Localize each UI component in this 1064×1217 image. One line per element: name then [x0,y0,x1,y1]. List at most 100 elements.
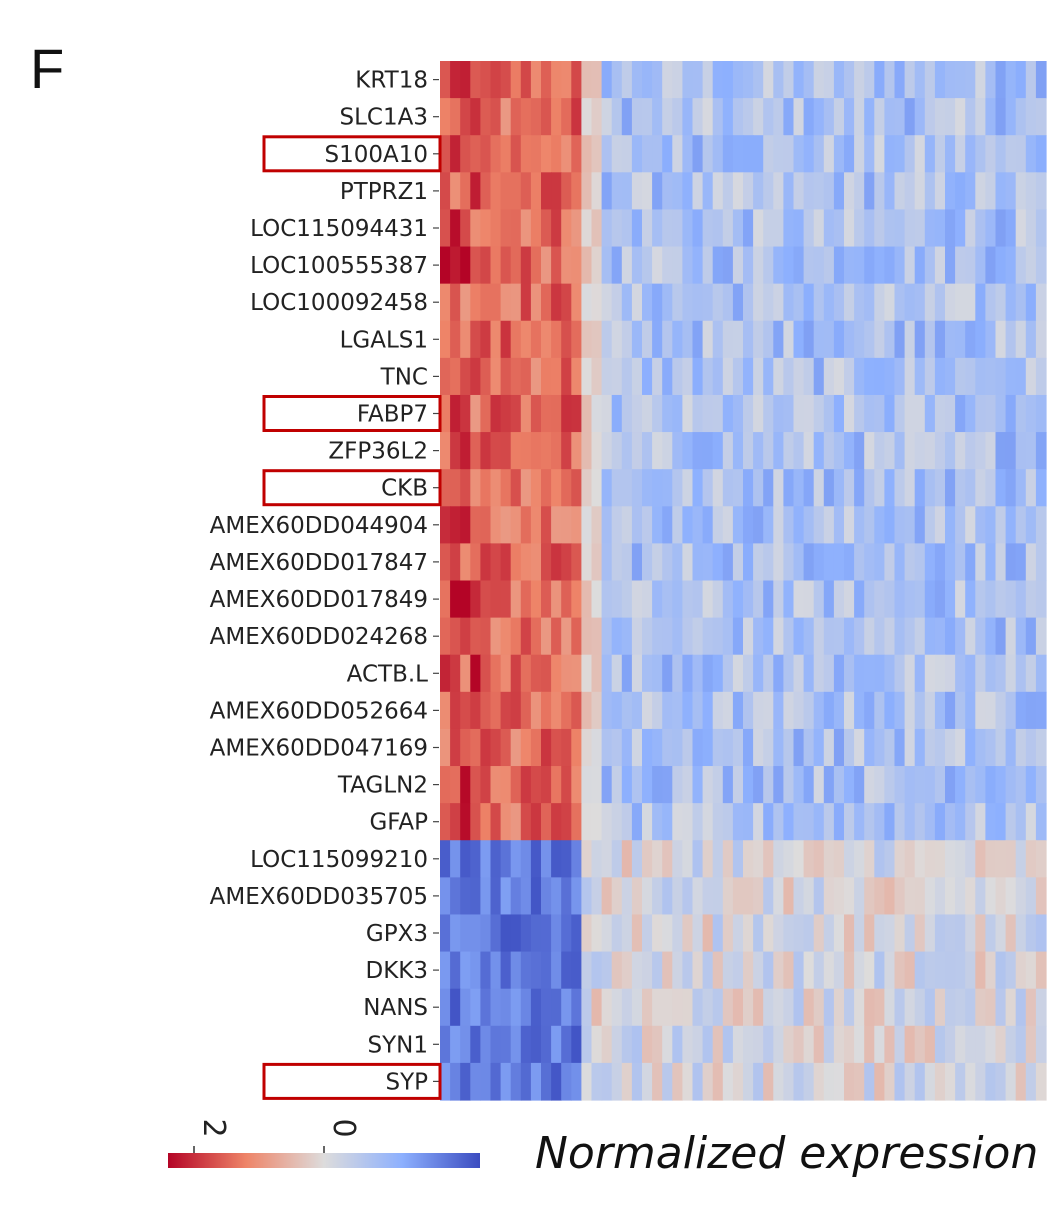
heatmap-cell [530,877,542,916]
heatmap-cell [551,209,562,248]
heatmap-cell [743,246,754,285]
heatmap-cell [803,840,815,878]
heatmap-cell [914,766,926,804]
row-label-dkk3: DKK3 [365,958,428,984]
heatmap-cell [874,543,885,582]
heatmap-cell [682,394,694,433]
heatmap-cell [551,840,562,878]
heatmap-cell [621,469,633,507]
heatmap-cell [561,803,572,841]
heatmap-cell [1015,98,1027,136]
heatmap-cell [732,394,744,433]
heatmap-cell [692,840,704,878]
heatmap-cell [480,691,492,730]
heatmap-cell [520,914,532,953]
heatmap-cell [884,320,896,359]
heatmap-cell [813,432,825,470]
heatmap-cell [763,840,774,878]
heatmap-cell [440,617,451,656]
heatmap-cell [722,469,734,507]
highlight-box-syp [262,1062,442,1100]
heatmap-cell [864,1025,875,1064]
heatmap-cell [854,766,865,804]
heatmap-cell [945,766,956,804]
heatmap-cell [985,580,997,619]
heatmap-cell [591,283,603,322]
heatmap-cell [763,766,774,804]
heatmap-cell [490,209,502,248]
heatmap-cell [631,209,643,248]
heatmap-cell [561,61,572,99]
heatmap-cell [561,728,572,767]
heatmap-cell [490,840,502,878]
heatmap-cell [520,617,532,656]
heatmap-cell [591,506,603,544]
heatmap-cell [571,543,582,582]
heatmap-cell [702,840,714,878]
heatmap-cell [682,246,694,285]
heatmap-cell [551,988,562,1027]
heatmap-cell [581,766,593,804]
heatmap-cell [955,172,966,211]
heatmap-cell [621,135,633,173]
heatmap-cell [541,877,552,916]
heatmap-cell [753,61,764,99]
heatmap-cell [440,394,451,433]
heatmap-cell [1025,357,1037,396]
heatmap-cell [470,320,481,359]
heatmap-cell [611,357,623,396]
heatmap-cell [1005,357,1017,396]
heatmap-cell [591,1062,603,1101]
heatmap-cell [773,877,784,916]
heatmap-cell [823,98,835,136]
heatmap-cell [450,283,461,322]
heatmap-cell [975,803,986,841]
heatmap-cell [561,1025,572,1064]
heatmap-cell [1035,172,1047,211]
heatmap-cell [440,691,451,730]
heatmap-cell [702,1025,714,1064]
heatmap-cell [1025,172,1037,211]
heatmap-cell [813,1025,825,1064]
heatmap-cell [985,469,997,507]
heatmap-cell [1035,803,1047,841]
heatmap-cell [894,840,906,878]
heatmap-cell [864,766,875,804]
heatmap-cell [904,580,916,619]
heatmap-cell [732,357,744,396]
heatmap-cell [813,766,825,804]
heatmap-cell [763,432,774,470]
heatmap-cell [874,617,885,656]
heatmap-cell [662,432,673,470]
heatmap-cell [1025,617,1037,656]
heatmap-cell [490,61,502,99]
heatmap-cell [470,803,481,841]
heatmap-cell [722,209,734,248]
heatmap-cell [611,803,623,841]
heatmap-cell [672,914,683,953]
heatmap-cell [732,209,744,248]
heatmap-cell [581,98,593,136]
heatmap-cell [621,840,633,878]
heatmap-cell [601,691,613,730]
row-label-krt18: KRT18 [355,68,428,94]
heatmap-cell [450,988,461,1027]
heatmap-cell [854,1025,865,1064]
heatmap-cell [995,691,1007,730]
heatmap-cell [1005,543,1017,582]
heatmap-cell [611,654,623,693]
heatmap-cell [712,654,724,693]
heatmap-cell [551,1025,562,1064]
heatmap-cell [722,580,734,619]
heatmap-cell [914,469,926,507]
heatmap-cell [611,506,623,544]
heatmap-cell [934,506,946,544]
heatmap-cell [924,914,936,953]
heatmap-cell [591,98,603,136]
heatmap-cell [460,1025,471,1064]
heatmap-cell [955,469,966,507]
heatmap-cell [591,543,603,582]
heatmap-cell [510,283,522,322]
heatmap-cell [460,988,471,1027]
heatmap-cell [945,246,956,285]
